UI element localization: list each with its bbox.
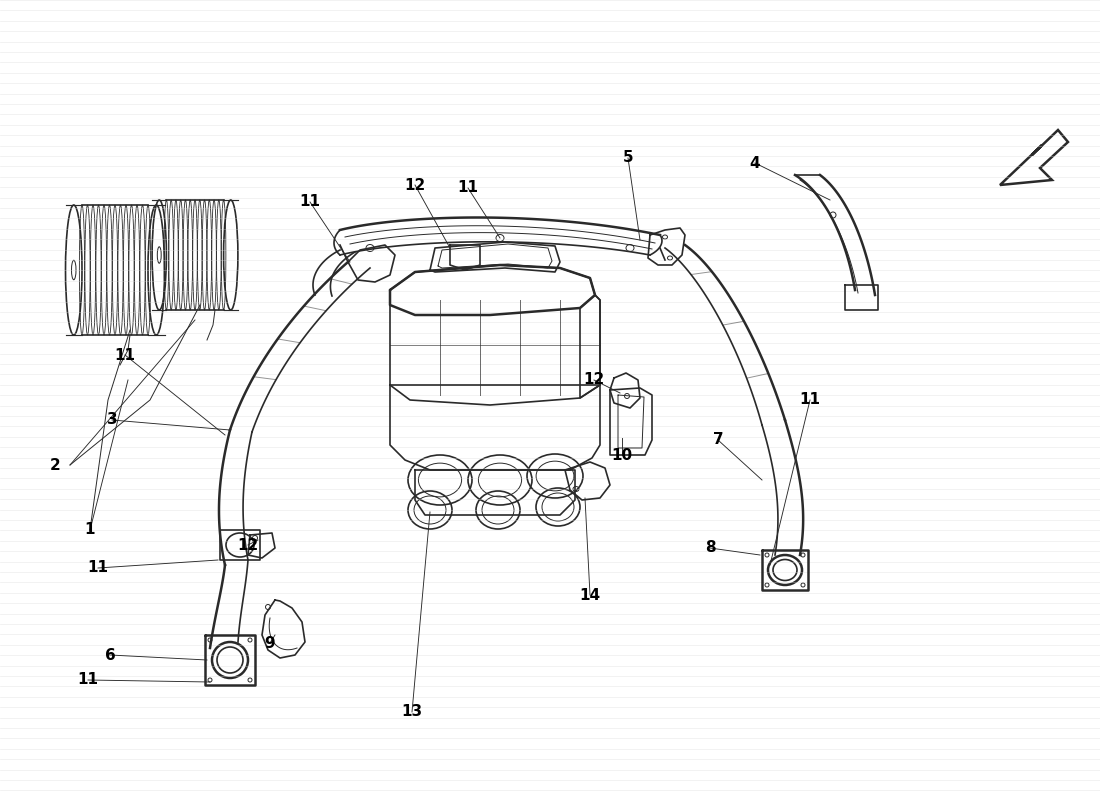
Text: 13: 13 <box>402 705 422 719</box>
Text: 2: 2 <box>50 458 60 473</box>
Text: 5: 5 <box>623 150 634 166</box>
Text: 12: 12 <box>238 538 258 553</box>
Text: 6: 6 <box>104 647 116 662</box>
Text: 3: 3 <box>107 413 118 427</box>
Text: 9: 9 <box>265 635 275 650</box>
Text: 11: 11 <box>88 561 109 575</box>
Text: 8: 8 <box>705 541 715 555</box>
Text: 4: 4 <box>750 155 760 170</box>
Text: 11: 11 <box>458 181 478 195</box>
Text: 1: 1 <box>85 522 96 538</box>
Text: 14: 14 <box>580 587 601 602</box>
Text: 12: 12 <box>583 373 605 387</box>
Text: 7: 7 <box>713 433 724 447</box>
Text: 10: 10 <box>612 447 632 462</box>
Text: 11: 11 <box>114 347 135 362</box>
Text: 12: 12 <box>405 178 426 193</box>
Text: 11: 11 <box>299 194 320 210</box>
Text: 11: 11 <box>800 393 821 407</box>
Text: 11: 11 <box>77 673 99 687</box>
